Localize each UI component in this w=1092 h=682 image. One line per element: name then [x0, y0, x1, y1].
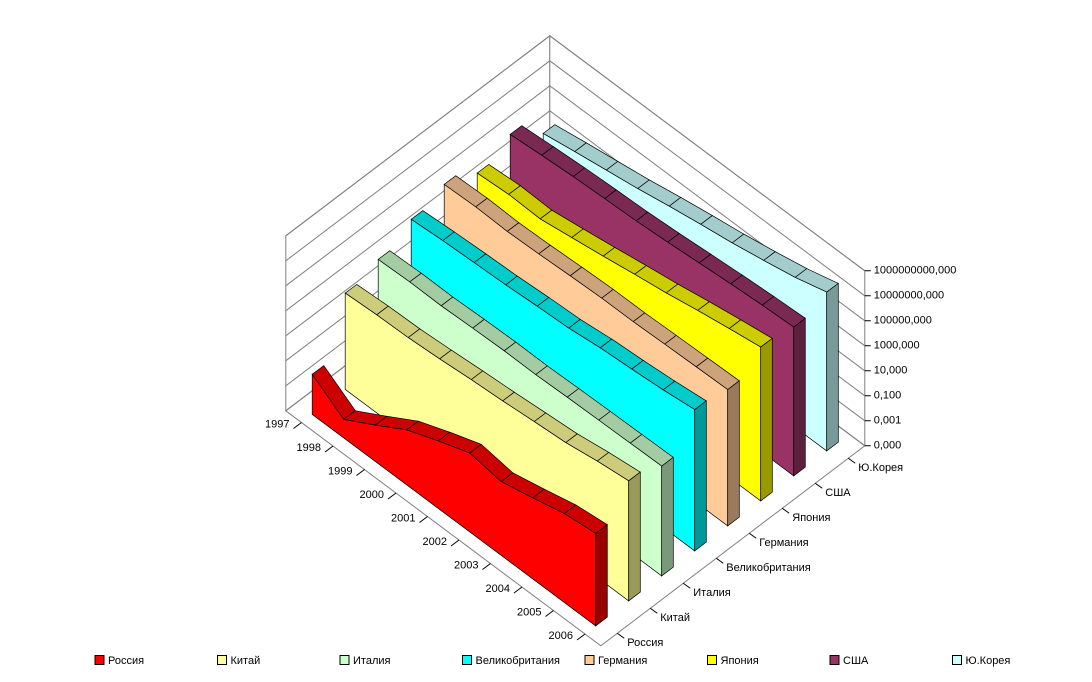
- z-tick-label: Китай: [660, 612, 690, 624]
- ribbon-end: [760, 337, 773, 502]
- y-tick-label: 1000,000: [874, 340, 920, 352]
- z-tick-label: Япония: [792, 512, 830, 524]
- legend-label: Россия: [108, 655, 144, 667]
- legend-label: Япония: [721, 655, 759, 667]
- legend-label: Ю.Корея: [966, 655, 1011, 667]
- x-tick-label: 1998: [297, 442, 321, 454]
- x-tick: [513, 586, 523, 594]
- legend-swatch: [94, 655, 105, 665]
- legend-swatch: [584, 655, 595, 665]
- x-tick-label: 2001: [391, 512, 415, 524]
- z-tick-label: Ю.Корея: [858, 462, 903, 474]
- x-tick: [387, 492, 397, 500]
- z-tick-label: Италия: [693, 587, 731, 599]
- ribbon-end: [595, 524, 608, 627]
- legend-swatch: [339, 655, 350, 665]
- x-tick-label: 2002: [423, 536, 447, 548]
- x-tick-label: 2004: [486, 583, 510, 595]
- y-tick-label: 10000000,000: [874, 290, 944, 302]
- ribbon-end: [727, 380, 740, 527]
- x-tick: [450, 539, 460, 547]
- legend-swatch: [707, 655, 717, 665]
- z-tick: [682, 582, 691, 589]
- z-tick-label: Германия: [759, 537, 808, 549]
- z-tick-label: Великобритания: [726, 562, 811, 574]
- z-tick: [715, 557, 724, 564]
- z-tick-label: США: [825, 487, 851, 499]
- ribbon-end: [826, 282, 839, 452]
- z-tick: [847, 457, 856, 464]
- ribbon-end: [628, 471, 641, 602]
- y-tick-label: 0,000: [874, 440, 902, 452]
- z-tick: [616, 632, 625, 639]
- legend-label: Великобритания: [476, 655, 561, 667]
- legend-label: Китай: [231, 655, 261, 667]
- x-tick: [293, 422, 302, 429]
- legend-swatch: [217, 655, 227, 665]
- y-tick-label: 0,001: [874, 415, 902, 427]
- legend-label: США: [843, 655, 869, 667]
- x-tick-label: 2000: [360, 489, 384, 501]
- x-tick: [419, 516, 428, 523]
- legend-swatch: [829, 655, 840, 665]
- legend-swatch: [462, 655, 472, 665]
- x-tick-label: 2005: [517, 606, 541, 618]
- z-tick: [814, 482, 823, 489]
- x-tick: [576, 633, 586, 641]
- grid-line: [285, 85, 866, 322]
- x-tick-label: 1999: [328, 465, 352, 477]
- y-tick-label: 0,100: [874, 390, 902, 402]
- legend-label: Германия: [598, 655, 647, 667]
- x-tick-label: 2003: [454, 559, 478, 571]
- ribbon-end: [793, 317, 806, 477]
- ribbon-end: [661, 456, 674, 577]
- x-tick: [482, 563, 491, 570]
- x-tick-label: 1997: [265, 418, 289, 430]
- x-tick: [356, 469, 365, 476]
- z-tick-label: Россия: [627, 637, 663, 649]
- y-tick-label: 1000000000,000: [874, 265, 957, 277]
- legend-swatch: [952, 655, 962, 665]
- ribbon-end: [694, 400, 707, 552]
- y-tick-label: 10,000: [874, 365, 908, 377]
- z-tick: [649, 607, 658, 614]
- x-tick-label: 2006: [549, 630, 573, 642]
- x-tick: [324, 445, 334, 453]
- z-tick: [748, 532, 757, 539]
- grid-line: [285, 60, 866, 297]
- y-tick-label: 100000,000: [874, 315, 932, 327]
- grid-line: [285, 35, 866, 272]
- z-tick: [781, 507, 790, 514]
- x-tick: [545, 610, 554, 617]
- legend-label: Италия: [353, 655, 391, 667]
